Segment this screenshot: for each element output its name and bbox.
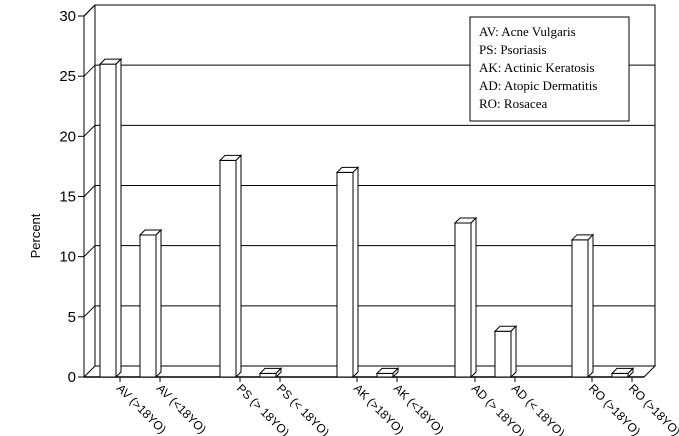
bar-side	[115, 57, 122, 379]
bar	[610, 367, 635, 379]
bar-side	[155, 228, 162, 379]
top-side-edge	[83, 4, 96, 17]
gridline-side	[83, 245, 96, 258]
bar-front	[494, 330, 512, 378]
bar	[453, 216, 478, 379]
bar-front	[376, 372, 394, 378]
back-wall	[94, 4, 656, 366]
bar-front	[99, 63, 117, 378]
bars	[98, 57, 635, 379]
gridline-side	[83, 185, 96, 197]
bar-side	[352, 166, 359, 379]
bar-front	[611, 372, 629, 378]
y-axis-ticks: 0 5 10 15 20 25 30	[59, 8, 84, 386]
x-axis-labels: AV (>18YO)AV (<18YO) PS (> 18YO)PS (< 18Y…	[114, 377, 679, 436]
gridline-side	[83, 305, 96, 318]
y-tick-label: 15	[59, 189, 76, 206]
bar	[570, 233, 595, 379]
legend-entry: AV: Acne Vulgaris	[479, 24, 576, 39]
y-tick-label: 0	[68, 369, 76, 386]
bar	[493, 325, 518, 379]
bar-front	[259, 372, 277, 378]
bar	[375, 367, 400, 379]
y-tick-label: 20	[59, 128, 76, 145]
bar	[98, 57, 123, 379]
y-axis-label: Percent	[28, 213, 43, 258]
y-tick-label: 25	[59, 68, 76, 85]
y-tick-label: 5	[68, 309, 76, 326]
gridline-side	[83, 124, 96, 137]
legend: AV: Acne Vulgaris PS: Psoriasis AK: Actini…	[469, 16, 630, 122]
bar-side	[470, 216, 477, 379]
gridline-side	[83, 64, 96, 77]
bar-front	[219, 159, 237, 378]
bar-front	[454, 222, 472, 378]
bar-front	[139, 234, 157, 378]
legend-entry: AK: Actinic Keratosis	[479, 60, 595, 75]
bar-front	[336, 171, 354, 378]
bar-side	[275, 367, 282, 379]
legend-box	[469, 16, 630, 122]
bar-side	[392, 367, 399, 379]
bar-side	[235, 154, 242, 379]
bar-side	[627, 367, 634, 379]
y-tick-label: 30	[59, 8, 76, 25]
floor	[82, 365, 657, 378]
legend-entry: RO: Rosacea	[479, 96, 547, 111]
legend-entry: AD: Atopic Dermatitis	[479, 78, 597, 93]
bar	[138, 228, 163, 379]
bar	[258, 367, 283, 379]
bar	[335, 166, 360, 379]
bar-front	[571, 239, 589, 378]
bar	[218, 154, 243, 379]
bar-side	[510, 325, 517, 379]
legend-entry: PS: Psoriasis	[479, 42, 547, 57]
y-tick-label: 10	[59, 249, 76, 266]
bar-side	[587, 233, 594, 379]
